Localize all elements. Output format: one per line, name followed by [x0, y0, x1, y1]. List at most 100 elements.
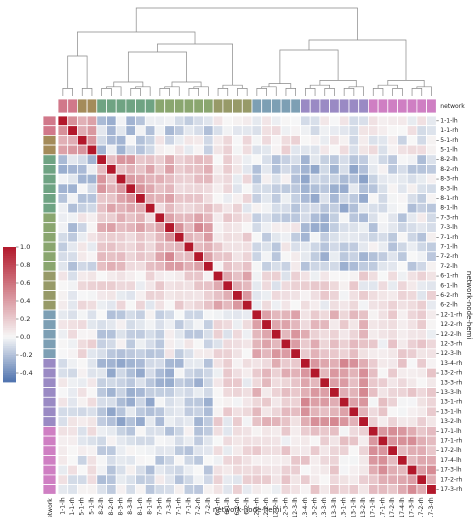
heatmap-cell	[125, 164, 137, 175]
heatmap-cell	[67, 358, 78, 369]
heatmap-cell	[348, 222, 360, 233]
colorbar-step	[3, 357, 16, 360]
heatmap-cell	[358, 406, 369, 418]
heatmap-cell	[261, 134, 272, 146]
heatmap-cell	[406, 212, 418, 224]
heatmap-cell	[96, 328, 107, 340]
y-tick-label: 7-1-rh	[440, 234, 458, 241]
heatmap-cell	[251, 445, 263, 456]
heatmap-cell	[115, 222, 127, 233]
heatmap-cell	[67, 134, 78, 146]
heatmap-cell	[261, 455, 272, 466]
heatmap-cell	[106, 367, 117, 379]
heatmap-cell	[406, 435, 418, 447]
heatmap-cell	[261, 338, 272, 350]
heatmap-cell	[387, 416, 398, 427]
heatmap-cell	[348, 144, 360, 156]
heatmap-cell	[280, 164, 292, 175]
colorbar-tick-label: 0.0	[20, 333, 30, 341]
heatmap-cell	[154, 261, 166, 272]
heatmap-cell	[251, 387, 263, 398]
heatmap-cell	[377, 358, 389, 369]
dendrogram-link	[268, 83, 292, 89]
heatmap-cell	[164, 299, 175, 311]
heatmap-cell	[387, 202, 398, 214]
heatmap-cell	[212, 154, 224, 165]
heatmap-cell	[173, 193, 185, 204]
heatmap-cell	[193, 125, 204, 136]
heatmap-cell	[309, 319, 321, 330]
col-color-cell	[329, 98, 340, 114]
heatmap-cell	[387, 348, 398, 359]
heatmap-cell	[212, 115, 224, 127]
heatmap-cell	[416, 425, 427, 437]
heatmap-cell	[309, 241, 321, 253]
heatmap-cell	[67, 406, 78, 418]
heatmap-cell	[154, 299, 166, 311]
heatmap-cell	[212, 261, 224, 272]
heatmap-cell	[416, 396, 427, 408]
heatmap-cell	[173, 348, 185, 359]
heatmap-cell	[329, 387, 340, 398]
row-color-cell	[42, 445, 57, 456]
heatmap-cell	[154, 173, 166, 185]
heatmap-cell	[426, 202, 437, 214]
heatmap-cell	[67, 251, 78, 262]
heatmap-cell	[387, 164, 398, 175]
heatmap-cell	[319, 435, 330, 447]
heatmap-cell	[106, 319, 117, 330]
colorbar-step	[3, 265, 16, 268]
heatmap-cell	[377, 212, 389, 224]
heatmap-cell	[125, 484, 137, 495]
heatmap-cell	[290, 193, 301, 204]
heatmap-cell	[329, 125, 340, 136]
heatmap-cell	[193, 309, 204, 321]
x-tick-label: 12-2-lh	[273, 497, 280, 517]
row-color-cell	[42, 367, 57, 379]
heatmap-cell	[338, 125, 350, 136]
col-color-cell	[232, 98, 243, 114]
heatmap-cell	[86, 425, 98, 437]
heatmap-cell	[406, 464, 418, 476]
heatmap-cell	[397, 290, 408, 301]
heatmap-cell	[251, 183, 263, 194]
heatmap-cell	[348, 154, 360, 165]
heatmap-cell	[300, 435, 311, 447]
heatmap-cell	[309, 328, 321, 340]
heatmap-cell	[406, 222, 418, 233]
heatmap-cell	[416, 328, 427, 340]
colorbar-step	[3, 256, 16, 259]
heatmap-cell	[67, 464, 78, 476]
heatmap-cell	[416, 416, 427, 427]
heatmap-cell	[338, 319, 350, 330]
heatmap-cell	[193, 202, 204, 214]
heatmap-cell	[338, 435, 350, 447]
heatmap-cell	[106, 270, 117, 282]
heatmap-cell	[397, 144, 408, 156]
heatmap-cell	[212, 425, 224, 437]
heatmap-cell	[270, 474, 282, 485]
heatmap-cell	[270, 241, 282, 253]
heatmap-cell	[106, 387, 117, 398]
heatmap-cell	[309, 183, 321, 194]
heatmap-cell	[77, 231, 88, 243]
heatmap-cell	[173, 115, 185, 127]
colorbar-step	[3, 368, 16, 372]
heatmap-cell	[222, 173, 233, 185]
heatmap-cell	[193, 144, 204, 156]
heatmap-cell	[241, 193, 253, 204]
y-tick-label: 6-1-rh	[440, 273, 458, 280]
heatmap-cell	[290, 134, 301, 146]
heatmap-cell	[67, 396, 78, 408]
heatmap-cell	[106, 290, 117, 301]
heatmap-cell	[193, 222, 204, 233]
heatmap-cell	[222, 251, 233, 262]
heatmap-cell	[135, 425, 146, 437]
heatmap-cell	[300, 125, 311, 136]
colorbar-step	[3, 269, 16, 273]
heatmap-cell	[106, 484, 117, 495]
heatmap-cell	[290, 338, 301, 350]
heatmap-cell	[377, 125, 389, 136]
heatmap-cell	[367, 319, 379, 330]
heatmap-cell	[348, 309, 360, 321]
